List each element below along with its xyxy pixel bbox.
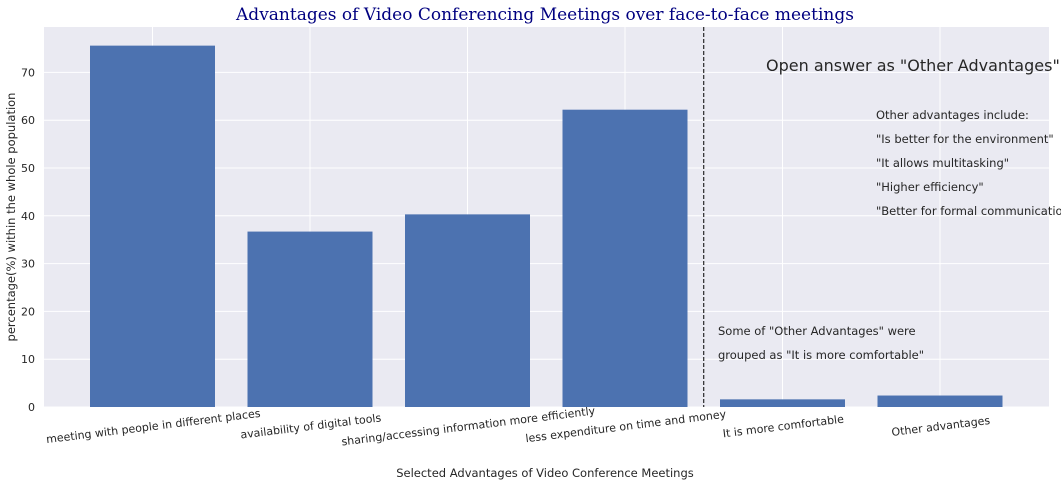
other-advantages-line: "Higher efficiency" (876, 180, 984, 194)
x-axis-label: Selected Advantages of Video Conference … (396, 466, 694, 480)
grouped-note: Some of "Other Advantages" were grouped a… (718, 324, 924, 362)
bar (877, 395, 1003, 407)
y-tick-label: 50 (21, 162, 35, 175)
bar (405, 214, 530, 407)
open-answer-heading: Open answer as "Other Advantages" (766, 56, 1060, 75)
y-tick-label: 70 (21, 66, 35, 79)
bar (247, 231, 373, 407)
y-tick-label: 40 (21, 210, 35, 223)
y-tick-label: 20 (21, 305, 35, 318)
x-tick-label: meeting with people in different places (45, 407, 261, 446)
other-advantages-line: "It allows multitasking" (876, 156, 1009, 170)
bar (562, 109, 688, 407)
y-tick-label: 10 (21, 353, 35, 366)
other-advantages-line: "Is better for the environment" (876, 132, 1054, 146)
y-tick-label: 30 (21, 258, 35, 271)
y-tick-label: 60 (21, 114, 35, 127)
x-tick-label: It is more comfortable (722, 413, 845, 441)
x-tick-labels: meeting with people in different placesa… (45, 404, 991, 448)
bars (90, 45, 1003, 407)
grouped-note-line: Some of "Other Advantages" were (718, 324, 916, 338)
x-tick-label: Other advantages (891, 414, 991, 439)
other-advantages-list: Other advantages include: "Is better for … (876, 108, 1061, 218)
other-advantages-line: "Better for formal communication" (876, 204, 1061, 218)
grouped-note-line: grouped as "It is more comfortable" (718, 348, 924, 362)
y-tick-labels: 0 10 20 30 40 50 60 70 (21, 66, 35, 414)
bar (720, 399, 845, 407)
y-axis-label: percentage(%) within the whole populatio… (4, 93, 18, 342)
bar (90, 45, 215, 407)
y-tick-label: 0 (28, 401, 35, 414)
other-advantages-line: Other advantages include: (876, 108, 1029, 122)
chart-title: Advantages of Video Conferencing Meeting… (235, 5, 854, 25)
